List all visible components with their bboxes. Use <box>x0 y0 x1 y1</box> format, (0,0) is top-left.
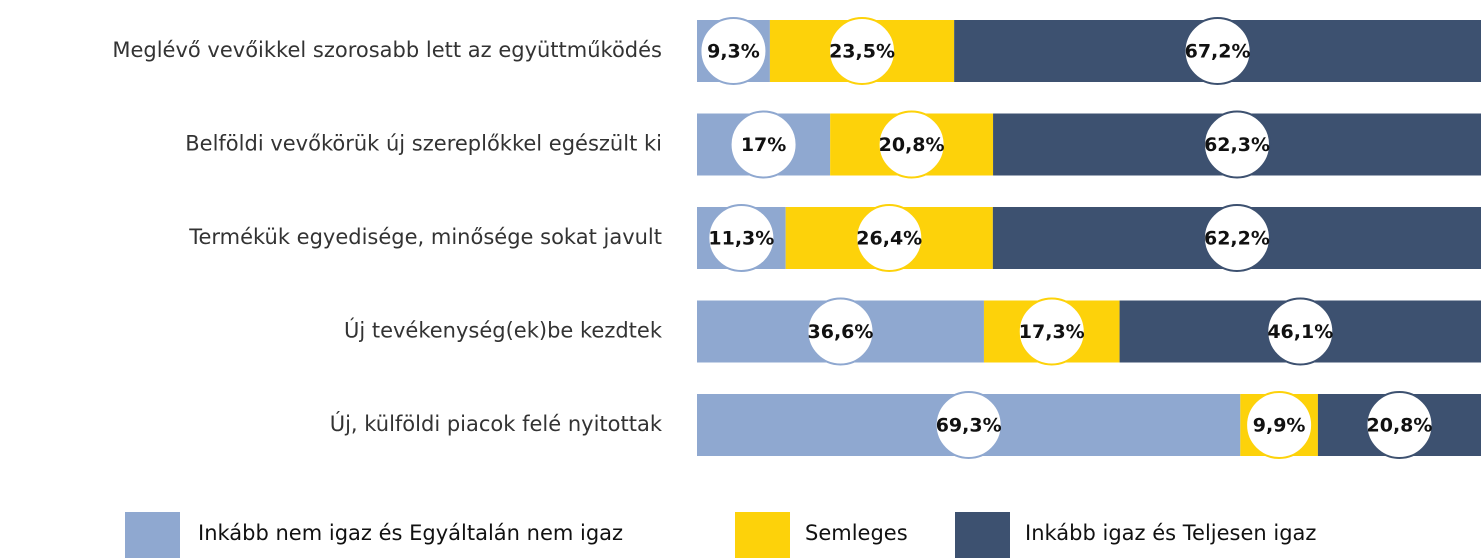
category-label: Új tevékenység(ek)be kezdtek <box>344 318 663 343</box>
value-label: 62,2% <box>1204 228 1270 250</box>
legend-swatch <box>955 512 1010 558</box>
legend-label: Inkább nem igaz és Egyáltalán nem igaz <box>198 521 623 545</box>
legend-swatch <box>735 512 790 558</box>
category-label: Meglévő vevőikkel szorosabb lett az együ… <box>112 38 662 62</box>
legend-swatch <box>125 512 180 558</box>
value-label: 26,4% <box>856 228 922 250</box>
value-label: 9,9% <box>1253 415 1306 437</box>
value-label: 20,8% <box>879 134 945 156</box>
value-label: 9,3% <box>707 41 760 63</box>
value-label: 46,1% <box>1267 321 1333 343</box>
value-label: 17,3% <box>1019 321 1085 343</box>
category-label: Új, külföldi piacok felé nyitottak <box>330 411 663 436</box>
value-label: 11,3% <box>708 228 774 250</box>
value-label: 36,6% <box>808 321 874 343</box>
value-label: 67,2% <box>1185 41 1251 63</box>
value-label: 62,3% <box>1204 134 1270 156</box>
category-label: Termékük egyedisége, minősége sokat javu… <box>188 225 662 249</box>
value-label: 69,3% <box>936 415 1002 437</box>
category-label: Belföldi vevőkörük új szereplőkkel egész… <box>185 132 662 156</box>
chart: Meglévő vevőikkel szorosabb lett az együ… <box>0 0 1481 558</box>
value-label: 20,8% <box>1367 415 1433 437</box>
value-label: 23,5% <box>829 41 895 63</box>
value-label: 17% <box>741 134 786 156</box>
legend-label: Semleges <box>805 521 908 545</box>
legend-label: Inkább igaz és Teljesen igaz <box>1025 521 1316 545</box>
